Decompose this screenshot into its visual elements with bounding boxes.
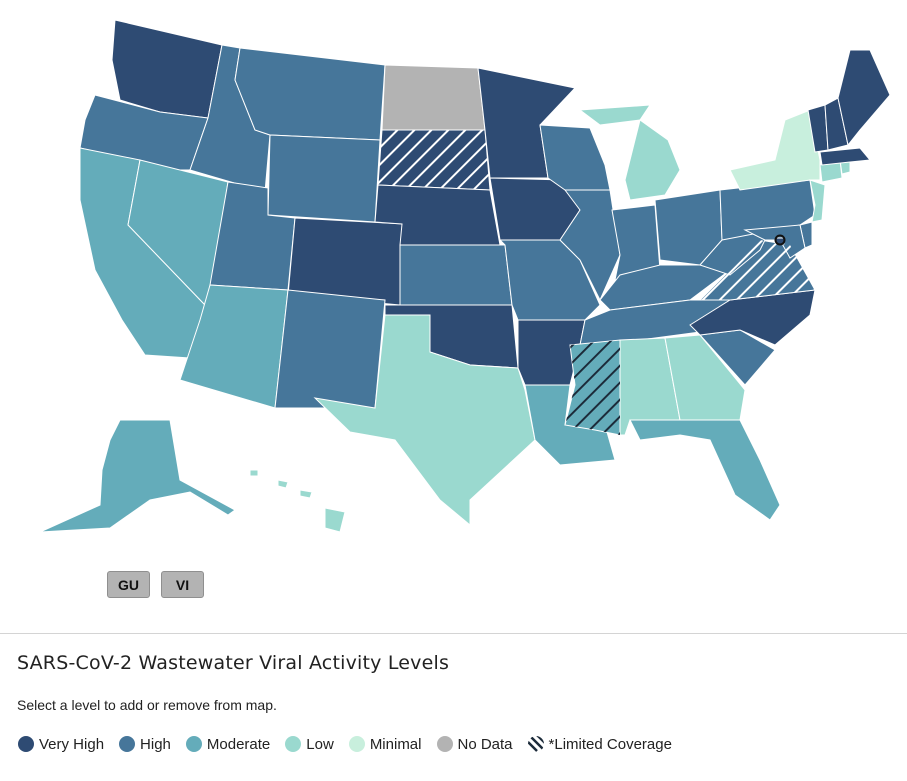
moderate-swatch-icon bbox=[185, 736, 202, 752]
state-tx[interactable] bbox=[313, 314, 536, 527]
legend-title: SARS-CoV-2 Wastewater Viral Activity Lev… bbox=[17, 652, 450, 674]
limited-coverage-swatch-icon bbox=[527, 736, 544, 752]
very-high-swatch-icon bbox=[18, 736, 34, 752]
legend-label: No Data bbox=[457, 735, 513, 753]
legend-label: Minimal bbox=[369, 735, 422, 753]
legend-label: Moderate bbox=[206, 735, 271, 753]
legend-label: *Limited Coverage bbox=[548, 735, 672, 753]
state-ma[interactable] bbox=[819, 147, 871, 166]
legend-label: High bbox=[140, 735, 171, 753]
legend-items: Very High High Moderate Low Minimal No D… bbox=[17, 735, 686, 753]
low-swatch-icon bbox=[285, 736, 302, 752]
state-ms[interactable] bbox=[564, 339, 621, 436]
legend-panel: SARS-CoV-2 Wastewater Viral Activity Lev… bbox=[0, 633, 907, 781]
state-sd[interactable] bbox=[377, 129, 491, 191]
minimal-swatch-icon bbox=[348, 736, 365, 752]
legend-item-high[interactable]: High bbox=[118, 735, 171, 753]
state-nd[interactable] bbox=[381, 64, 486, 131]
state-mi[interactable] bbox=[578, 104, 681, 201]
legend-instructions: Select a level to add or remove from map… bbox=[17, 697, 277, 713]
state-nj[interactable] bbox=[809, 179, 826, 223]
state-ny[interactable] bbox=[729, 109, 821, 191]
us-map-area: GU VI bbox=[39, 19, 891, 598]
state-ga[interactable] bbox=[664, 334, 746, 421]
state-ak[interactable] bbox=[39, 419, 236, 533]
us-state-map bbox=[39, 19, 891, 533]
state-wi[interactable] bbox=[539, 124, 611, 191]
legend-label: Very High bbox=[39, 735, 105, 753]
territory-button-vi[interactable]: VI bbox=[161, 571, 204, 598]
legend-item-moderate[interactable]: Moderate bbox=[185, 735, 270, 753]
state-wy[interactable] bbox=[267, 134, 381, 223]
state-fl[interactable] bbox=[629, 419, 781, 521]
legend-label: Low bbox=[306, 735, 334, 753]
state-me[interactable] bbox=[837, 49, 891, 147]
state-ks[interactable] bbox=[399, 244, 513, 306]
territory-button-gu[interactable]: GU bbox=[107, 571, 150, 598]
legend-item-low[interactable]: Low bbox=[284, 735, 334, 753]
legend-item-limited-coverage[interactable]: *Limited Coverage bbox=[527, 735, 672, 753]
state-nm[interactable] bbox=[274, 289, 386, 409]
no-data-swatch-icon bbox=[436, 736, 453, 752]
legend-item-very-high[interactable]: Very High bbox=[17, 735, 104, 753]
state-az[interactable] bbox=[179, 284, 289, 409]
state-hi[interactable] bbox=[249, 469, 346, 533]
legend-item-minimal[interactable]: Minimal bbox=[348, 735, 422, 753]
state-mt[interactable] bbox=[234, 47, 386, 141]
dc-marker[interactable] bbox=[774, 234, 786, 246]
state-or[interactable] bbox=[79, 94, 209, 171]
state-il[interactable] bbox=[559, 189, 621, 302]
legend-item-no-data[interactable]: No Data bbox=[436, 735, 513, 753]
high-swatch-icon bbox=[119, 736, 136, 752]
